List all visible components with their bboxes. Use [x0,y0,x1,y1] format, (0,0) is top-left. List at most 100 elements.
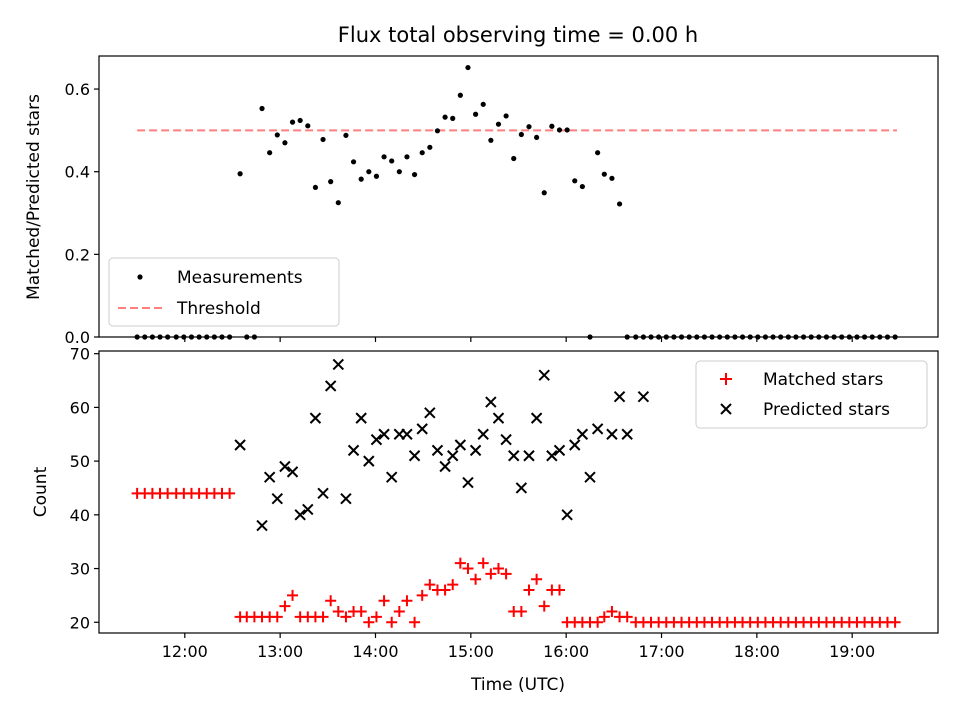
count-axes-frame [98,350,939,634]
x-tick-label: 13:00 [257,642,303,661]
predicted-star-point [591,423,604,435]
measurement-point [442,114,448,120]
predicted-star-point [385,471,398,483]
matched-star-point [515,606,527,618]
count-panel: 20 30 40 50 60 70 12:00 13:00 14:00 15:00 16:00 17… [31,345,939,695]
matched-star-point [500,568,512,580]
count-x-ticks: 12:00 13:00 14:00 15:00 16:00 17:00 18:00 19:00 [162,633,875,661]
measurement-point [411,171,418,178]
measurement-point [427,144,433,150]
ratio-y-tick-label: 0.4 [65,163,90,182]
measurement-point [434,128,441,134]
matched-star-point [621,611,633,623]
measurement-point [457,92,463,98]
measurement-point [564,127,570,133]
ratio-legend-box [108,257,340,327]
ratio-y-tick-label: 0.0 [65,328,90,347]
ratio-y-ticks: 0.0 0.2 0.4 0.6 [65,80,99,347]
predicted-star-point [294,509,306,521]
matched-star-point [531,573,543,585]
count-y-tick-label: 60 [70,398,90,417]
predicted-star-point [286,466,299,478]
measurement-point [259,105,265,112]
measurement-point [343,132,349,138]
measurement-point [511,155,517,162]
matched-star-point [592,616,604,628]
matched-star-point [363,616,375,628]
count-y-axis-label: Count [31,466,51,517]
measurement-point [572,178,578,184]
predicted-star-point [302,503,314,516]
count-y-tick-label: 50 [70,452,90,471]
matched-star-point [416,589,428,601]
predicted-star-point [546,450,558,462]
measurement-point [312,184,319,191]
measurement-point [579,183,585,190]
matched-star-point [386,616,398,628]
x-axis-label: Time (UTC) [470,675,565,695]
predicted-stars-points [234,358,650,532]
count-legend-box [695,360,928,429]
measurement-point [381,154,387,160]
matched-star-point [409,616,421,628]
predicted-star-point [447,450,459,462]
predicted-star-point [569,439,581,451]
measurement-point [495,121,502,127]
predicted-star-point [431,444,444,457]
measurement-point [404,154,410,160]
matched-star-point [332,606,344,618]
measurement-point [328,179,334,185]
measurement-point [616,201,623,207]
measurement-point [358,176,364,182]
predicted-star-point [462,476,474,489]
matched-stars-points [131,487,901,628]
predicted-star-point [234,439,246,451]
matched-star-point [454,557,466,569]
measurement-point [335,200,341,206]
ratio-panel: 0.0 0.2 0.4 0.6 Matched/Predicted stars Mea… [24,55,939,347]
ratio-axes-frame [98,55,939,338]
predicted-star-point [637,390,650,403]
predicted-star-point [340,493,352,505]
measurement-point [389,158,395,164]
matched-star-point [492,563,504,575]
legend-measurements-label: Measurements [177,268,303,288]
matched-star-point [378,595,390,607]
predicted-star-point [263,471,276,483]
measurement-point [282,140,288,146]
predicted-star-point [606,428,618,440]
measurement-point [297,117,303,124]
x-tick-label: 14:00 [352,642,398,661]
matched-star-point [470,573,482,585]
predicted-star-point [584,471,596,483]
measurement-point [556,127,563,133]
predicted-star-point [408,450,421,462]
predicted-star-point [477,428,489,440]
predicted-star-point [492,412,505,424]
measurement-point [373,173,380,179]
predicted-star-point [317,487,329,500]
measurement-point [237,171,243,177]
measurement-point [541,190,547,196]
measurement-point [503,113,509,119]
matched-star-point [393,606,405,618]
ratio-legend: Measurements Threshold [108,257,340,327]
matched-star-point [439,584,451,596]
predicted-star-point [613,390,626,403]
matched-star-point [287,589,299,601]
count-y-tick-label: 70 [70,345,90,364]
x-tick-label: 15:00 [448,642,494,661]
matched-star-point [224,487,236,499]
chart-title: Flux total observing time = 0.00 h [338,23,698,47]
legend-threshold-label: Threshold [176,299,261,319]
matched-star-point [279,600,291,612]
predicted-star-point [355,412,367,424]
legend-predicted-marker [720,403,732,415]
x-tick-label: 18:00 [734,642,780,661]
measurement-point [274,132,280,138]
predicted-star-point [439,460,451,473]
matched-star-point [477,557,489,569]
measurement-point [465,64,471,71]
measurement-point [488,137,494,143]
